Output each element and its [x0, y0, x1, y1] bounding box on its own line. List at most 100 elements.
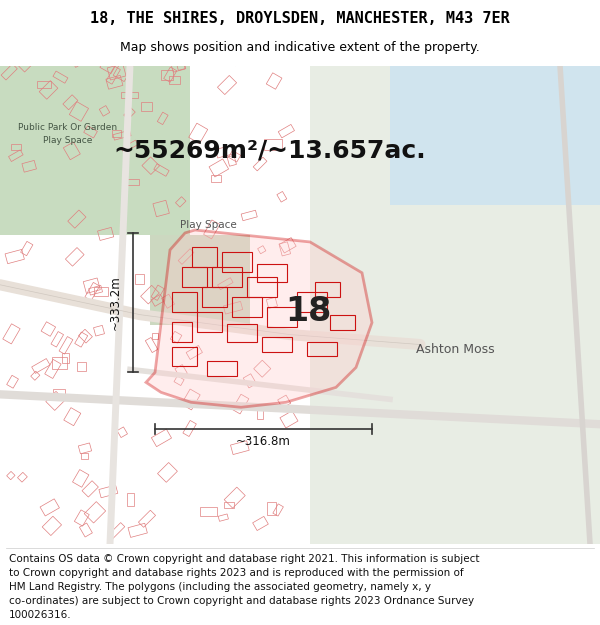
Bar	[113, 130, 131, 140]
Bar	[8, 150, 23, 161]
Bar	[278, 395, 291, 408]
Bar	[151, 294, 164, 306]
Text: Play Space: Play Space	[179, 220, 236, 230]
Bar	[154, 164, 169, 176]
Bar	[215, 145, 235, 158]
Bar	[1, 64, 17, 80]
Bar	[150, 235, 250, 324]
Bar	[62, 353, 68, 363]
Bar	[94, 288, 108, 296]
Bar	[186, 346, 202, 359]
Bar	[121, 92, 137, 98]
Bar	[127, 492, 134, 506]
Bar	[224, 503, 234, 508]
Bar	[151, 429, 172, 447]
Bar	[224, 487, 245, 508]
Bar	[51, 331, 64, 347]
Bar	[37, 81, 51, 88]
Bar	[170, 331, 182, 343]
Bar	[217, 76, 236, 94]
Bar	[77, 362, 86, 371]
Bar	[109, 522, 125, 539]
Bar	[135, 274, 145, 284]
Bar	[79, 329, 92, 343]
Bar	[183, 421, 196, 436]
Bar	[209, 159, 229, 177]
Bar	[243, 374, 256, 388]
Bar	[65, 248, 84, 266]
Text: Map shows position and indicative extent of the property.: Map shows position and indicative extent…	[120, 41, 480, 54]
Bar	[273, 504, 283, 516]
Bar	[81, 453, 88, 459]
Bar	[63, 95, 78, 110]
Text: to Crown copyright and database rights 2023 and is reproduced with the permissio: to Crown copyright and database rights 2…	[9, 568, 464, 578]
Polygon shape	[146, 230, 372, 408]
Text: Ashton Moss: Ashton Moss	[416, 343, 494, 356]
Bar	[200, 507, 217, 516]
Bar	[45, 359, 61, 379]
Bar	[267, 503, 277, 514]
Bar	[11, 144, 21, 151]
Bar	[170, 56, 185, 72]
Bar	[99, 485, 118, 498]
Bar	[218, 514, 229, 521]
Bar	[40, 499, 59, 516]
Bar	[74, 332, 88, 347]
Bar	[22, 161, 37, 172]
Bar	[42, 516, 62, 536]
Text: 100026316.: 100026316.	[9, 611, 71, 621]
Bar	[230, 441, 249, 454]
Bar	[113, 60, 133, 82]
Bar	[264, 139, 281, 151]
Bar	[41, 322, 56, 336]
Bar	[74, 510, 89, 526]
Bar	[39, 81, 58, 99]
Bar	[0, 66, 190, 235]
Bar	[85, 282, 100, 301]
Bar	[17, 472, 28, 482]
Text: ~333.2m: ~333.2m	[109, 276, 121, 330]
Bar	[390, 66, 600, 205]
Bar	[128, 523, 148, 538]
Bar	[59, 336, 73, 354]
Bar	[232, 394, 249, 414]
Text: 18, THE SHIRES, DROYLSDEN, MANCHESTER, M43 7ER: 18, THE SHIRES, DROYLSDEN, MANCHESTER, M…	[90, 11, 510, 26]
Bar	[181, 389, 200, 410]
Bar	[70, 102, 89, 121]
Bar	[98, 228, 114, 241]
Bar	[64, 142, 80, 160]
Bar	[83, 126, 97, 138]
Bar	[107, 64, 126, 80]
Bar	[7, 375, 19, 388]
Bar	[253, 516, 268, 531]
Bar	[82, 481, 98, 497]
Text: ~55269m²/~13.657ac.: ~55269m²/~13.657ac.	[113, 138, 427, 162]
Bar	[68, 210, 86, 228]
Bar	[257, 246, 266, 254]
Bar	[140, 286, 160, 304]
Bar	[117, 427, 127, 438]
Bar	[176, 59, 186, 71]
Bar	[266, 298, 277, 309]
Bar	[277, 191, 287, 202]
Bar	[106, 66, 121, 84]
Bar	[3, 324, 20, 344]
Bar	[94, 326, 104, 336]
Bar	[79, 523, 92, 537]
Bar	[73, 469, 89, 488]
Bar	[5, 249, 25, 264]
Bar	[241, 210, 257, 221]
Bar	[106, 76, 123, 89]
Text: ~316.8m: ~316.8m	[236, 434, 290, 447]
Bar	[211, 174, 221, 182]
Bar	[153, 200, 169, 217]
Text: HM Land Registry. The polygons (including the associated geometry, namely x, y: HM Land Registry. The polygons (includin…	[9, 582, 431, 592]
Bar	[278, 124, 295, 138]
Bar	[310, 66, 600, 544]
Bar	[254, 360, 271, 378]
Bar	[253, 157, 267, 171]
Bar	[174, 376, 184, 386]
Bar	[32, 359, 50, 373]
Bar	[178, 249, 194, 264]
Bar	[46, 391, 65, 411]
